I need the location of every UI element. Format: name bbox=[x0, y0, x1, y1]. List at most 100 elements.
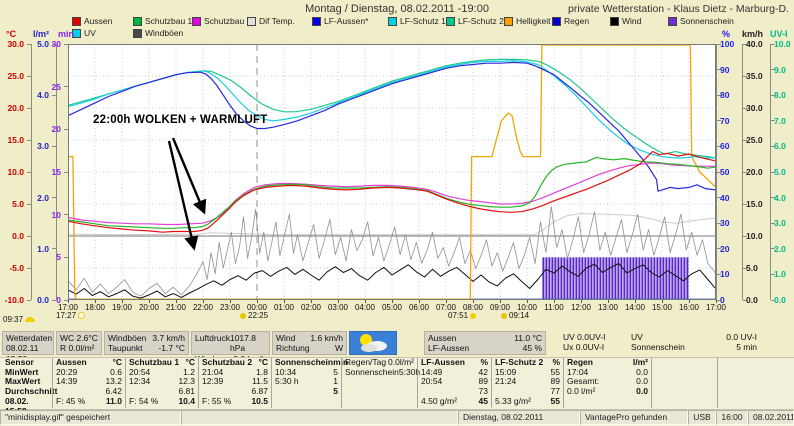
table-cell: Regen/Tag bbox=[345, 357, 387, 367]
axis-tick bbox=[771, 120, 775, 122]
astro-time: 09:37 bbox=[3, 315, 24, 324]
strip-value: 11.0 °C bbox=[514, 333, 542, 343]
legend-swatch bbox=[312, 16, 321, 26]
axis-tick bbox=[743, 267, 747, 269]
strip-value: R 0.0l/m² bbox=[60, 343, 95, 354]
statusbar-day: Dienstag, 08.02.2011 bbox=[458, 410, 580, 425]
table-cell: °C bbox=[112, 357, 122, 367]
table-cell: 10.5 bbox=[251, 395, 268, 406]
legend-label: LF-Schutz 2* bbox=[458, 16, 508, 26]
axis-tick bbox=[27, 235, 31, 237]
axis-tick bbox=[743, 43, 747, 45]
strip-label: UV 0.0UV-I bbox=[563, 332, 606, 342]
table-cell: 13.2 bbox=[105, 376, 122, 387]
x-tick bbox=[689, 300, 690, 303]
table-cell: 0.0 bbox=[636, 366, 648, 377]
y-tick-humidity: 20 bbox=[720, 243, 730, 254]
axis-tick bbox=[52, 197, 56, 199]
x-tick bbox=[635, 300, 636, 303]
x-tick-label: 12:00 bbox=[570, 303, 592, 312]
moonset-icon bbox=[501, 312, 507, 319]
x-tick-label: 08:00 bbox=[462, 303, 484, 312]
y-tick-uv: 9.0 bbox=[774, 64, 786, 75]
x-tick-label: 03:00 bbox=[327, 303, 349, 312]
y-tick-uv: 3.0 bbox=[774, 218, 786, 229]
table-column: Schutzbau 2 °C 21:04 1.8 12:39 11.5 6.87 F: 55 … bbox=[198, 357, 271, 408]
astro-marker-sunset: 17:27 bbox=[56, 311, 86, 320]
table-cell: % bbox=[480, 357, 488, 367]
moon-icon bbox=[240, 312, 246, 319]
legend-swatch bbox=[133, 16, 142, 26]
y-tick-uv: 0.0 bbox=[774, 295, 786, 305]
axis-tick bbox=[64, 299, 68, 301]
axis-header-wind: km/h bbox=[742, 29, 764, 39]
table-cell: 17:04 bbox=[567, 366, 589, 377]
sunset-circle-icon bbox=[78, 312, 86, 319]
strip-value: 0.0 UV-I bbox=[726, 332, 757, 342]
table-column bbox=[651, 358, 717, 408]
legend-label: Schutzbau 1 bbox=[145, 16, 193, 26]
table-cell: 73 bbox=[478, 386, 488, 397]
table-cell: 5 bbox=[333, 386, 338, 397]
table-cell: 12.3 bbox=[178, 376, 195, 387]
axis-tick bbox=[717, 222, 721, 224]
x-tick bbox=[608, 300, 609, 303]
table-cell: LF-Aussen bbox=[421, 357, 465, 367]
strip-cell-windchill: WC 2.6°C R 0.0l/m² bbox=[56, 331, 102, 355]
strip-label: Windböen bbox=[108, 333, 147, 343]
x-tick bbox=[581, 300, 582, 303]
axis-tick bbox=[64, 43, 68, 45]
table-cell: 20:29 bbox=[56, 366, 78, 377]
y-tick-temp: -5.0 bbox=[9, 263, 24, 273]
astro-marker-morning: 09:37 bbox=[3, 315, 36, 324]
legend-item: Schutzbau 1 bbox=[133, 16, 192, 26]
legend-swatch bbox=[552, 16, 561, 26]
y-tick-wind: 0.0 bbox=[746, 295, 758, 305]
y-tick-temp: 30.0 bbox=[7, 39, 24, 49]
sun-icon bbox=[470, 312, 477, 319]
axis-tick bbox=[717, 273, 721, 275]
y-tick-uv: 4.0 bbox=[774, 192, 786, 203]
y-tick-temp: 20.0 bbox=[7, 103, 24, 113]
axis-tick bbox=[743, 235, 747, 237]
axis-tick bbox=[52, 248, 56, 250]
table-cell: 42 bbox=[478, 366, 488, 377]
legend-label: Sonnenschein bbox=[680, 16, 734, 26]
table-cell: 10.4 bbox=[178, 395, 195, 406]
axis-tick bbox=[64, 171, 68, 173]
y-tick-humidity: 100 bbox=[720, 39, 735, 49]
strip-value: 1017.8 hPa bbox=[229, 333, 256, 354]
table-cell: Sonnenschein bbox=[275, 357, 334, 367]
legend-item: LF-Schutz 1* bbox=[388, 16, 449, 26]
table-cell: 5.33 g/m² bbox=[495, 395, 531, 406]
table-cell: 77 bbox=[550, 386, 560, 397]
x-tick-label: 00:00 bbox=[246, 303, 268, 312]
axis-tick bbox=[717, 299, 721, 301]
axis-tick bbox=[52, 299, 56, 301]
table-cell: 1.8 bbox=[256, 366, 268, 377]
table-cell: 15:09 bbox=[495, 366, 517, 377]
x-tick bbox=[527, 300, 528, 303]
axis-tick bbox=[717, 171, 721, 173]
legend-label: Dif Temp. bbox=[259, 16, 295, 26]
table-cell: 12:34 bbox=[129, 376, 151, 387]
legend-item: Dif Temp. bbox=[247, 16, 295, 26]
legend-item: Aussen bbox=[72, 16, 112, 26]
table-cell: 0.0 l/m² bbox=[567, 386, 596, 397]
series-aussen bbox=[68, 150, 716, 233]
axis-tick bbox=[771, 94, 775, 96]
table-cell: 11.0 bbox=[105, 395, 122, 406]
axis-header-uv: UV-I bbox=[770, 29, 788, 39]
x-tick bbox=[176, 300, 177, 303]
x-tick bbox=[716, 300, 717, 303]
annotation-arrow bbox=[171, 137, 207, 215]
table-cell: l/m² bbox=[632, 357, 648, 367]
x-tick-label: 19:00 bbox=[111, 303, 133, 312]
table-cell: 6.42 bbox=[105, 386, 122, 397]
legend-item: LF-Schutz 2* bbox=[446, 16, 507, 26]
x-tick-label: 23:00 bbox=[219, 303, 241, 312]
x-tick bbox=[500, 300, 501, 303]
x-tick bbox=[554, 300, 555, 303]
table-cell: F: 54 % bbox=[129, 395, 159, 406]
table-cell: 12:39 bbox=[202, 376, 224, 387]
